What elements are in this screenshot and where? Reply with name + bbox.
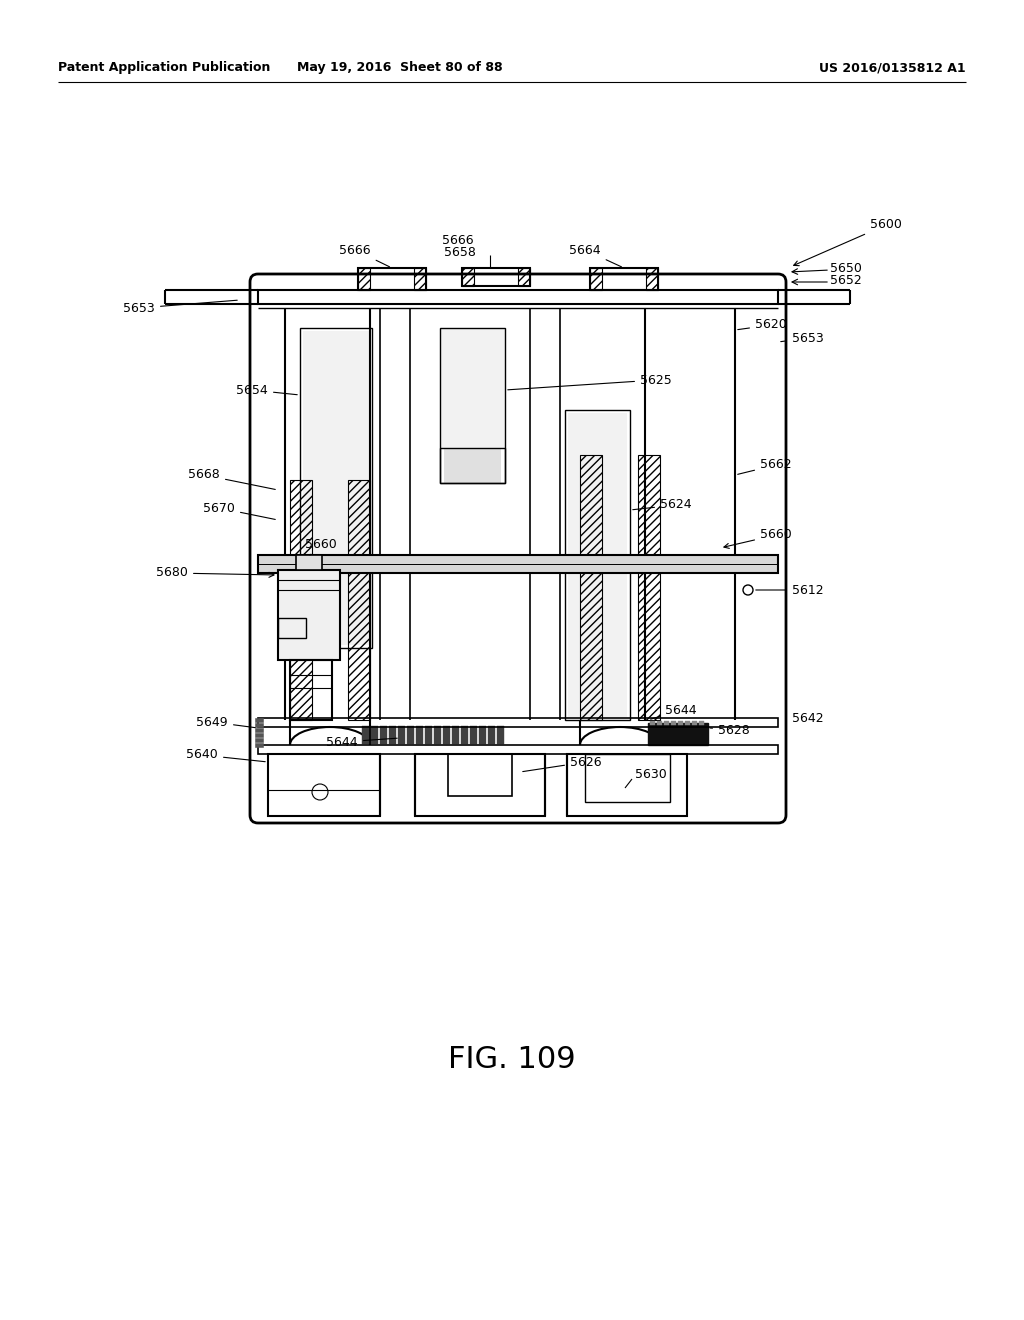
Text: 5630: 5630: [635, 768, 667, 781]
Bar: [685, 721, 690, 725]
Bar: [462, 268, 474, 286]
Bar: [371, 726, 378, 744]
Bar: [440, 327, 505, 483]
Bar: [258, 744, 778, 754]
Text: 5666: 5666: [339, 243, 389, 267]
Bar: [580, 455, 602, 719]
Text: May 19, 2016  Sheet 80 of 88: May 19, 2016 Sheet 80 of 88: [297, 62, 503, 74]
Bar: [255, 738, 263, 742]
Bar: [461, 726, 468, 744]
Bar: [462, 268, 530, 286]
Text: 5650: 5650: [830, 261, 862, 275]
Bar: [678, 721, 683, 725]
Bar: [303, 331, 369, 645]
Bar: [692, 721, 697, 725]
Text: Patent Application Publication: Patent Application Publication: [58, 62, 270, 74]
Text: 5654: 5654: [237, 384, 297, 396]
Text: 5640: 5640: [186, 748, 265, 762]
Bar: [646, 268, 658, 290]
Bar: [258, 718, 778, 727]
Text: 5660: 5660: [724, 528, 792, 548]
Bar: [452, 726, 459, 744]
Bar: [358, 268, 426, 290]
Bar: [470, 726, 477, 744]
Bar: [568, 413, 627, 717]
Text: FIG. 109: FIG. 109: [449, 1045, 575, 1074]
Bar: [300, 327, 372, 648]
Bar: [389, 726, 396, 744]
Bar: [657, 721, 662, 725]
Bar: [362, 726, 369, 744]
Text: 5652: 5652: [830, 273, 862, 286]
Bar: [290, 480, 312, 719]
Bar: [278, 570, 340, 660]
Bar: [415, 754, 545, 816]
Bar: [479, 726, 486, 744]
Bar: [416, 726, 423, 744]
Bar: [296, 554, 322, 570]
Bar: [585, 754, 670, 803]
Bar: [258, 554, 778, 573]
Bar: [268, 754, 380, 816]
Bar: [434, 726, 441, 744]
Bar: [414, 268, 426, 290]
Bar: [699, 721, 705, 725]
Bar: [290, 660, 332, 719]
Bar: [590, 268, 658, 290]
Bar: [425, 726, 432, 744]
Bar: [398, 726, 406, 744]
Bar: [590, 268, 602, 290]
Text: 5628: 5628: [710, 723, 750, 737]
Text: 5680: 5680: [156, 566, 274, 579]
Bar: [348, 480, 370, 719]
Bar: [497, 726, 504, 744]
Bar: [444, 447, 501, 483]
Text: 5612: 5612: [756, 583, 823, 597]
Text: 5664: 5664: [569, 243, 622, 267]
Text: 5658: 5658: [444, 246, 476, 259]
Text: 5600: 5600: [794, 219, 902, 265]
Bar: [380, 726, 387, 744]
Bar: [671, 721, 676, 725]
Text: 5625: 5625: [508, 374, 672, 389]
Bar: [443, 726, 450, 744]
Text: 5653: 5653: [123, 300, 238, 314]
Text: 5666: 5666: [442, 234, 474, 247]
Bar: [255, 729, 263, 733]
Bar: [255, 733, 263, 737]
Text: 5649: 5649: [197, 715, 255, 729]
Bar: [565, 411, 630, 719]
Bar: [488, 726, 495, 744]
Bar: [664, 721, 669, 725]
Text: 5653: 5653: [780, 331, 823, 345]
Bar: [650, 721, 655, 725]
Bar: [567, 754, 687, 816]
Bar: [407, 726, 414, 744]
Bar: [258, 290, 778, 304]
Text: 5662: 5662: [737, 458, 792, 474]
Bar: [648, 723, 708, 744]
Bar: [255, 718, 263, 722]
Bar: [638, 455, 660, 719]
Text: 5642: 5642: [792, 711, 823, 725]
Text: US 2016/0135812 A1: US 2016/0135812 A1: [819, 62, 966, 74]
Text: 5624: 5624: [633, 499, 691, 511]
Text: 5644: 5644: [327, 735, 397, 748]
Bar: [358, 268, 370, 290]
Bar: [278, 618, 306, 638]
Text: 5670: 5670: [203, 502, 275, 520]
Text: 5626: 5626: [522, 755, 602, 772]
Text: 5668: 5668: [188, 469, 275, 490]
Bar: [518, 268, 530, 286]
Bar: [440, 447, 505, 483]
Text: 5620: 5620: [737, 318, 786, 331]
Bar: [255, 723, 263, 727]
Bar: [255, 743, 263, 747]
Bar: [449, 754, 512, 796]
Text: 5660: 5660: [305, 539, 337, 554]
Bar: [440, 327, 505, 447]
Text: 5644: 5644: [650, 704, 696, 719]
